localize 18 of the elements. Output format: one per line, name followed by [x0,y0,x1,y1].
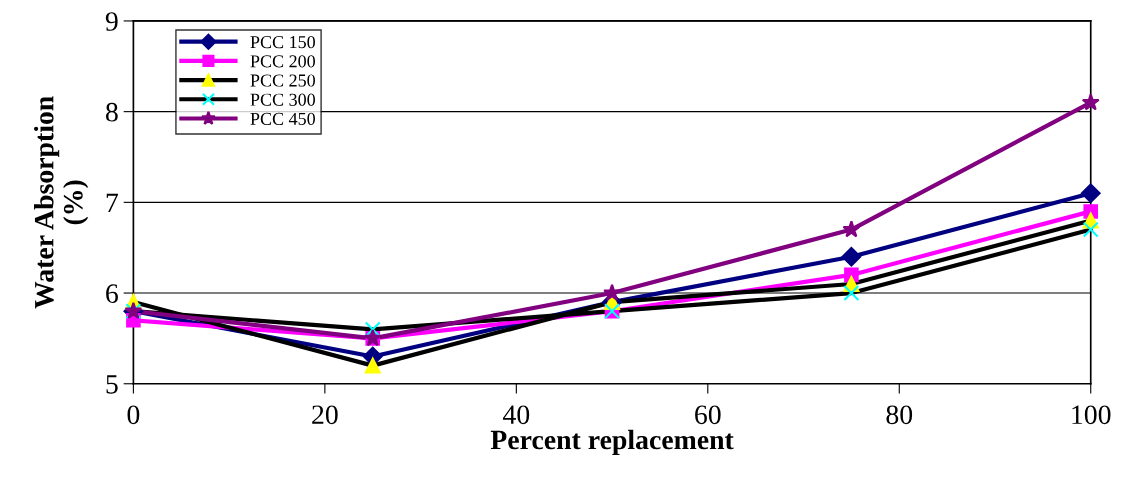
legend-label: PCC 200 [250,55,315,68]
legend-label: PCC 450 [250,112,315,125]
legend-label: PCC 300 [250,93,315,106]
y-tick-label: 9 [105,12,118,31]
x-tick-label: 80 [886,405,913,425]
y-tick-label: 8 [105,102,118,122]
x-tick-label: 100 [1072,405,1111,425]
x-tick-label: 40 [502,405,530,425]
x-tick-label: 60 [695,405,721,425]
y-tick-label: 6 [106,284,118,303]
legend-label: PCC 150 [250,36,315,49]
x-tick-label: 0 [127,405,140,425]
y-tick-label: 5 [106,375,118,394]
y-axis-title: Water Absorption (%) [34,96,89,309]
x-tick-label: 20 [312,405,338,425]
x-axis-title: Percent replacement [490,429,734,455]
y-tick-label: 7 [106,193,119,212]
legend-label: PCC 250 [250,74,315,87]
